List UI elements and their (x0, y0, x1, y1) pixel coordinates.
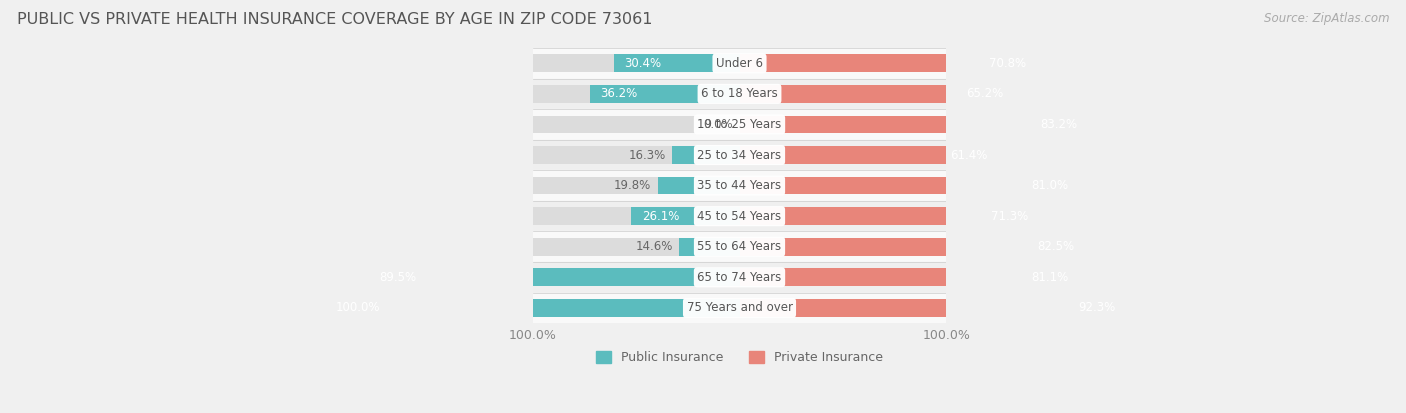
Bar (533, 207, 740, 225)
Text: 89.5%: 89.5% (380, 271, 416, 284)
Bar (533, 116, 740, 133)
Bar (631, 207, 740, 225)
Bar (740, 238, 946, 256)
Bar (533, 177, 740, 195)
Bar (740, 207, 946, 225)
Bar (658, 177, 740, 195)
Text: 16.3%: 16.3% (628, 149, 666, 161)
Bar (533, 262, 946, 292)
Text: 81.0%: 81.0% (1032, 179, 1069, 192)
Bar (740, 116, 1084, 133)
Bar (533, 292, 946, 323)
Text: Under 6: Under 6 (716, 57, 763, 70)
Text: 19 to 25 Years: 19 to 25 Years (697, 118, 782, 131)
Text: 55 to 64 Years: 55 to 64 Years (697, 240, 782, 253)
Bar (740, 299, 946, 317)
Bar (740, 146, 994, 164)
Text: 81.1%: 81.1% (1032, 271, 1069, 284)
Text: 19.8%: 19.8% (614, 179, 651, 192)
Bar (533, 55, 740, 72)
Text: 100.0%: 100.0% (336, 301, 381, 314)
Bar (533, 268, 740, 286)
Bar (740, 268, 946, 286)
Text: 70.8%: 70.8% (990, 57, 1026, 70)
Text: Source: ZipAtlas.com: Source: ZipAtlas.com (1264, 12, 1389, 25)
Bar (740, 177, 946, 195)
Text: 35 to 44 Years: 35 to 44 Years (697, 179, 782, 192)
Bar (740, 177, 1074, 195)
Text: PUBLIC VS PRIVATE HEALTH INSURANCE COVERAGE BY AGE IN ZIP CODE 73061: PUBLIC VS PRIVATE HEALTH INSURANCE COVER… (17, 12, 652, 27)
Bar (740, 207, 1035, 225)
Bar (533, 85, 740, 103)
Bar (740, 55, 946, 72)
Bar (533, 109, 946, 140)
Legend: Public Insurance, Private Insurance: Public Insurance, Private Insurance (592, 346, 887, 369)
Bar (326, 299, 740, 317)
Bar (740, 85, 1010, 103)
Text: 14.6%: 14.6% (636, 240, 673, 253)
Text: 61.4%: 61.4% (950, 149, 987, 161)
Bar (740, 146, 946, 164)
Text: 36.2%: 36.2% (600, 88, 637, 100)
Text: 0.0%: 0.0% (703, 118, 734, 131)
Bar (533, 140, 946, 170)
Bar (533, 78, 946, 109)
Bar (533, 48, 946, 78)
Bar (533, 238, 740, 256)
Text: 25 to 34 Years: 25 to 34 Years (697, 149, 782, 161)
Text: 6 to 18 Years: 6 to 18 Years (702, 88, 778, 100)
Bar (589, 85, 740, 103)
Text: 75 Years and over: 75 Years and over (686, 301, 793, 314)
Text: 65.2%: 65.2% (966, 88, 1002, 100)
Bar (533, 231, 946, 262)
Bar (533, 201, 946, 231)
Bar (740, 116, 946, 133)
Text: 71.3%: 71.3% (991, 210, 1028, 223)
Bar (533, 146, 740, 164)
Text: 45 to 54 Years: 45 to 54 Years (697, 210, 782, 223)
Bar (740, 85, 946, 103)
Bar (533, 170, 946, 201)
Bar (740, 299, 1122, 317)
Text: 30.4%: 30.4% (624, 57, 661, 70)
Text: 83.2%: 83.2% (1040, 118, 1077, 131)
Text: 65 to 74 Years: 65 to 74 Years (697, 271, 782, 284)
Bar (740, 55, 1032, 72)
Text: 26.1%: 26.1% (641, 210, 679, 223)
Bar (740, 238, 1081, 256)
Text: 92.3%: 92.3% (1078, 301, 1115, 314)
Bar (679, 238, 740, 256)
Bar (533, 299, 740, 317)
Bar (740, 268, 1076, 286)
Bar (370, 268, 740, 286)
Bar (613, 55, 740, 72)
Bar (672, 146, 740, 164)
Text: 82.5%: 82.5% (1038, 240, 1074, 253)
